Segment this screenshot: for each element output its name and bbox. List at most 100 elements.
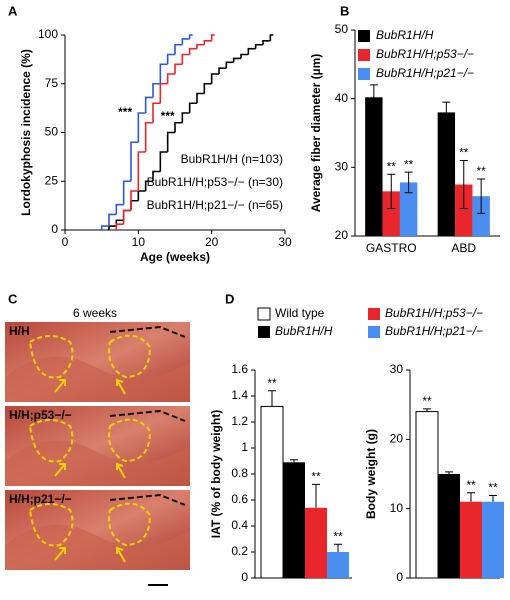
legend-label: BubR1H/H bbox=[275, 324, 333, 338]
x-tick-label: 30 bbox=[278, 235, 292, 249]
significance: ** bbox=[476, 164, 486, 178]
error-bar bbox=[442, 101, 451, 124]
panel-letter: C bbox=[8, 291, 18, 306]
bar bbox=[415, 411, 439, 579]
y-tick-label: 20 bbox=[335, 228, 349, 242]
step-segment bbox=[196, 92, 205, 104]
error-bar bbox=[445, 471, 453, 474]
series-label: BubR1H/H;p21−/− (n=65) bbox=[147, 198, 283, 212]
legend-label: BubR1H/H;p21−/− bbox=[376, 66, 474, 80]
step-segment bbox=[144, 96, 153, 113]
y-tick-label: 30 bbox=[390, 362, 404, 376]
y-tick-label: 1.6 bbox=[231, 362, 248, 376]
spine-line bbox=[109, 409, 186, 422]
error-bar bbox=[404, 171, 413, 194]
legend-swatch bbox=[358, 68, 370, 80]
significance: ** bbox=[333, 529, 343, 543]
step-segment bbox=[122, 209, 131, 225]
error-bar bbox=[290, 459, 298, 463]
step-segment bbox=[122, 209, 131, 221]
spine-line bbox=[109, 325, 186, 338]
significance: ** bbox=[422, 394, 432, 408]
step-segment bbox=[152, 82, 161, 98]
tissue-shape bbox=[5, 524, 190, 570]
y-tick-label: 10 bbox=[390, 501, 404, 515]
bar bbox=[327, 552, 349, 578]
step-segment bbox=[159, 63, 168, 84]
y-tick-label: 40 bbox=[335, 91, 349, 105]
error-bar bbox=[334, 543, 342, 552]
step-segment bbox=[196, 43, 205, 49]
step-segment bbox=[137, 190, 146, 201]
error-bar bbox=[477, 178, 486, 214]
legend-swatch bbox=[368, 308, 380, 320]
arrow bbox=[54, 462, 126, 479]
y-tick-label: 30 bbox=[335, 160, 349, 174]
y-axis-label: Lordokyphosis incidence (%) bbox=[19, 49, 33, 216]
arrow bbox=[54, 546, 126, 563]
bar bbox=[382, 191, 400, 236]
significance: ** bbox=[488, 481, 498, 495]
error-bar bbox=[312, 483, 320, 508]
panel-letter: D bbox=[225, 291, 234, 306]
photo-panel: H/H H/H;p53−/− H/H;p21−/− bbox=[5, 322, 190, 586]
y-tick-label: 0.2 bbox=[231, 544, 248, 558]
legend-swatch bbox=[358, 30, 370, 42]
y-tick-label: 0 bbox=[51, 222, 58, 236]
error-bar bbox=[369, 84, 378, 111]
photo-label: H/H;p53−/− bbox=[9, 408, 72, 422]
step-segment bbox=[232, 57, 241, 63]
y-tick-label: 1.4 bbox=[231, 388, 248, 402]
legend-label: BubR1H/H bbox=[376, 28, 434, 42]
legend-label: Wild type bbox=[275, 306, 325, 320]
step-segment bbox=[137, 151, 146, 191]
error-bar bbox=[467, 492, 475, 502]
step-segment bbox=[166, 73, 175, 84]
legend-label: BubR1H/H;p21−/− bbox=[385, 324, 483, 338]
y-tick-label: 0.4 bbox=[231, 518, 248, 532]
bar bbox=[482, 501, 504, 578]
y-tick-label: 20 bbox=[390, 432, 404, 446]
significance: *** bbox=[118, 105, 132, 119]
significance: ** bbox=[466, 478, 476, 492]
legend-swatch bbox=[358, 49, 370, 61]
panel-letter: B bbox=[340, 3, 349, 18]
x-tick-label: GASTRO bbox=[366, 241, 417, 255]
arrow bbox=[54, 378, 126, 395]
y-tick-label: 1 bbox=[241, 440, 248, 454]
x-tick-label: 20 bbox=[205, 235, 219, 249]
step-segment bbox=[130, 141, 139, 182]
error-bar bbox=[268, 390, 276, 407]
step-segment bbox=[115, 203, 124, 215]
step-segment bbox=[130, 199, 139, 211]
step-segment bbox=[159, 82, 168, 104]
step-segment bbox=[166, 131, 175, 152]
step-segment bbox=[240, 53, 249, 59]
step-segment bbox=[188, 47, 197, 55]
bar bbox=[472, 196, 490, 236]
panel-letter: A bbox=[8, 3, 18, 18]
y-tick-label: 50 bbox=[45, 125, 59, 139]
bar bbox=[455, 184, 473, 236]
series-label: BubR1H/H;p53−/− (n=30) bbox=[147, 175, 283, 189]
x-axis-label: Age (weeks) bbox=[140, 250, 210, 264]
legend-swatch bbox=[257, 307, 271, 321]
y-axis-label: Average fiber diameter (µm) bbox=[309, 54, 323, 213]
error-bar bbox=[459, 159, 468, 210]
error-bar bbox=[387, 173, 396, 210]
error-bar bbox=[489, 494, 497, 502]
step-segment bbox=[144, 121, 153, 152]
y-tick-label: 0 bbox=[241, 570, 248, 584]
step-segment bbox=[210, 34, 215, 41]
step-segment bbox=[130, 190, 139, 211]
y-tick-label: 0.8 bbox=[231, 466, 248, 480]
y-tick-label: 75 bbox=[45, 76, 59, 90]
step-segment bbox=[115, 223, 124, 230]
step-segment bbox=[269, 34, 274, 41]
tissue-shape bbox=[5, 356, 190, 402]
step-segment bbox=[174, 43, 183, 55]
step-segment bbox=[137, 112, 146, 143]
step-segment bbox=[100, 225, 109, 230]
significance: ** bbox=[387, 159, 397, 173]
